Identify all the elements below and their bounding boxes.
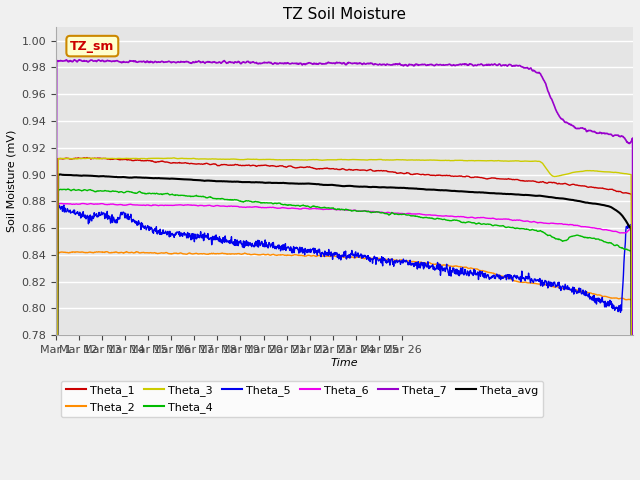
X-axis label: Time: Time (331, 358, 358, 368)
Title: TZ Soil Moisture: TZ Soil Moisture (283, 7, 406, 22)
Text: TZ_sm: TZ_sm (70, 39, 115, 53)
Y-axis label: Soil Moisture (mV): Soil Moisture (mV) (7, 130, 17, 232)
Legend: Theta_1, Theta_2, Theta_3, Theta_4, Theta_5, Theta_6, Theta_7, Theta_avg: Theta_1, Theta_2, Theta_3, Theta_4, Thet… (61, 381, 543, 417)
